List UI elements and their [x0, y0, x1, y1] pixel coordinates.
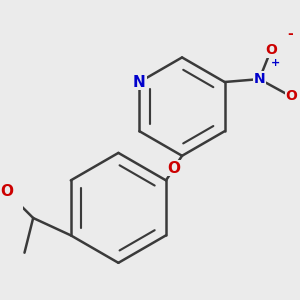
Text: O: O — [1, 184, 13, 200]
Text: O: O — [265, 43, 277, 57]
Text: O: O — [285, 89, 297, 103]
Text: O: O — [167, 160, 181, 175]
Text: +: + — [271, 58, 280, 68]
Text: -: - — [287, 27, 292, 41]
Text: N: N — [133, 74, 146, 89]
Text: N: N — [254, 72, 265, 86]
